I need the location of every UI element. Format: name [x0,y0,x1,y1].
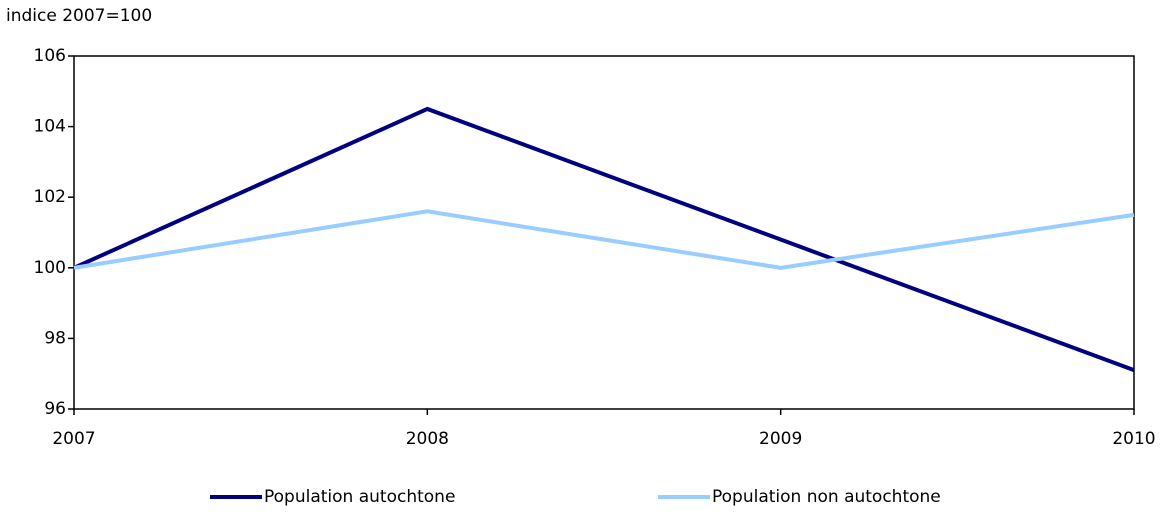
x-tick-label: 2007 [52,429,95,449]
x-tick-label: 2009 [759,429,802,449]
x-tick-label: 2008 [406,429,449,449]
legend-label: Population autochtone [264,487,455,507]
y-tick-label: 106 [34,46,66,66]
y-tick-label: 102 [34,187,66,207]
y-tick-label: 98 [44,328,66,348]
data-line [73,106,1135,373]
y-tick-label: 100 [34,258,66,278]
plot-frame [73,55,1135,410]
x-tick-label: 2010 [1112,429,1155,449]
data-line [73,209,1135,270]
y-tick-label: 104 [34,117,66,137]
y-tick-label: 96 [44,399,66,419]
y-axis-label: indice 2007=100 [6,6,152,26]
legend-label: Population non autochtone [712,487,941,507]
